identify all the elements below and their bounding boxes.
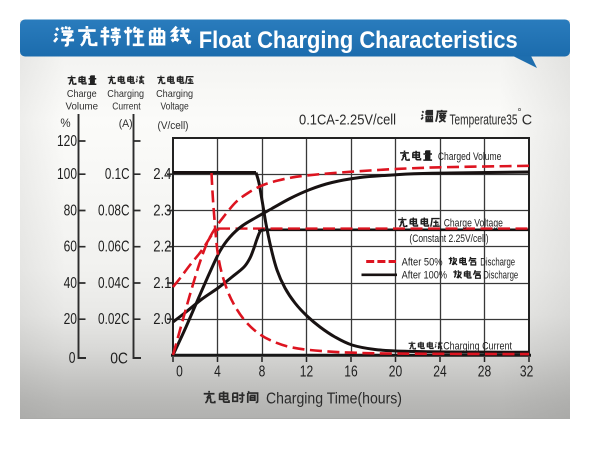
svg-text:Charging Current: Charging Current [443, 341, 512, 353]
svg-text:100: 100 [57, 166, 77, 183]
svg-text:4: 4 [214, 364, 221, 381]
svg-text:120: 120 [57, 133, 77, 150]
svg-text:2.1: 2.1 [153, 275, 171, 292]
svg-text:0.02C: 0.02C [98, 311, 130, 328]
svg-text:2.0: 2.0 [153, 311, 171, 328]
svg-text:C: C [522, 111, 533, 128]
svg-text:0.1C: 0.1C [105, 166, 130, 183]
svg-text:0.04C: 0.04C [98, 275, 130, 292]
svg-text:80: 80 [64, 202, 77, 219]
svg-text:2.4: 2.4 [153, 166, 171, 183]
svg-text:24: 24 [433, 364, 446, 381]
svg-text:After 50%: After 50% [402, 256, 443, 268]
svg-text:0: 0 [176, 364, 183, 381]
svg-text:0.08C: 0.08C [98, 202, 130, 219]
svg-text:28: 28 [478, 364, 491, 381]
svg-text:40: 40 [64, 275, 77, 292]
svg-text:Discharge: Discharge [483, 270, 518, 282]
svg-text:20: 20 [389, 364, 402, 381]
svg-text:12: 12 [300, 364, 313, 381]
svg-text:Charging: Charging [156, 89, 193, 100]
svg-text:0.1CA-2.25V/cell: 0.1CA-2.25V/cell [299, 111, 396, 128]
svg-text:Charging: Charging [107, 89, 144, 100]
svg-text:60: 60 [64, 239, 77, 256]
svg-text:%: % [60, 118, 70, 130]
svg-text:2.3: 2.3 [153, 202, 171, 219]
svg-text:0C: 0C [110, 351, 128, 368]
svg-text:After 100%: After 100% [402, 270, 447, 282]
svg-text:0: 0 [69, 350, 76, 367]
svg-text:°: ° [518, 108, 522, 119]
svg-text:(Constant 2.25V/cell): (Constant 2.25V/cell) [409, 233, 488, 245]
svg-text:Charge Voltage: Charge Voltage [444, 217, 503, 229]
svg-text:Charging Time(hours): Charging Time(hours) [266, 391, 402, 408]
svg-text:Temperature35: Temperature35 [450, 111, 518, 128]
svg-text:Discharge: Discharge [480, 256, 515, 268]
svg-text:Float Charging Characteristics: Float Charging Characteristics [199, 27, 518, 54]
svg-text:(A): (A) [119, 118, 133, 130]
svg-text:2.2: 2.2 [153, 239, 171, 256]
svg-text:0.06C: 0.06C [98, 239, 130, 256]
svg-text:Current: Current [112, 102, 141, 113]
svg-text:32: 32 [520, 364, 533, 381]
svg-text:Voltage: Voltage [160, 102, 189, 113]
svg-text:Charged Volume: Charged Volume [438, 151, 502, 163]
svg-text:8: 8 [259, 364, 266, 381]
svg-text:20: 20 [64, 311, 77, 328]
svg-text:Volume: Volume [66, 102, 99, 113]
svg-text:Charge: Charge [67, 89, 97, 100]
svg-text:16: 16 [344, 364, 357, 381]
svg-text:(V/cell): (V/cell) [158, 120, 189, 132]
